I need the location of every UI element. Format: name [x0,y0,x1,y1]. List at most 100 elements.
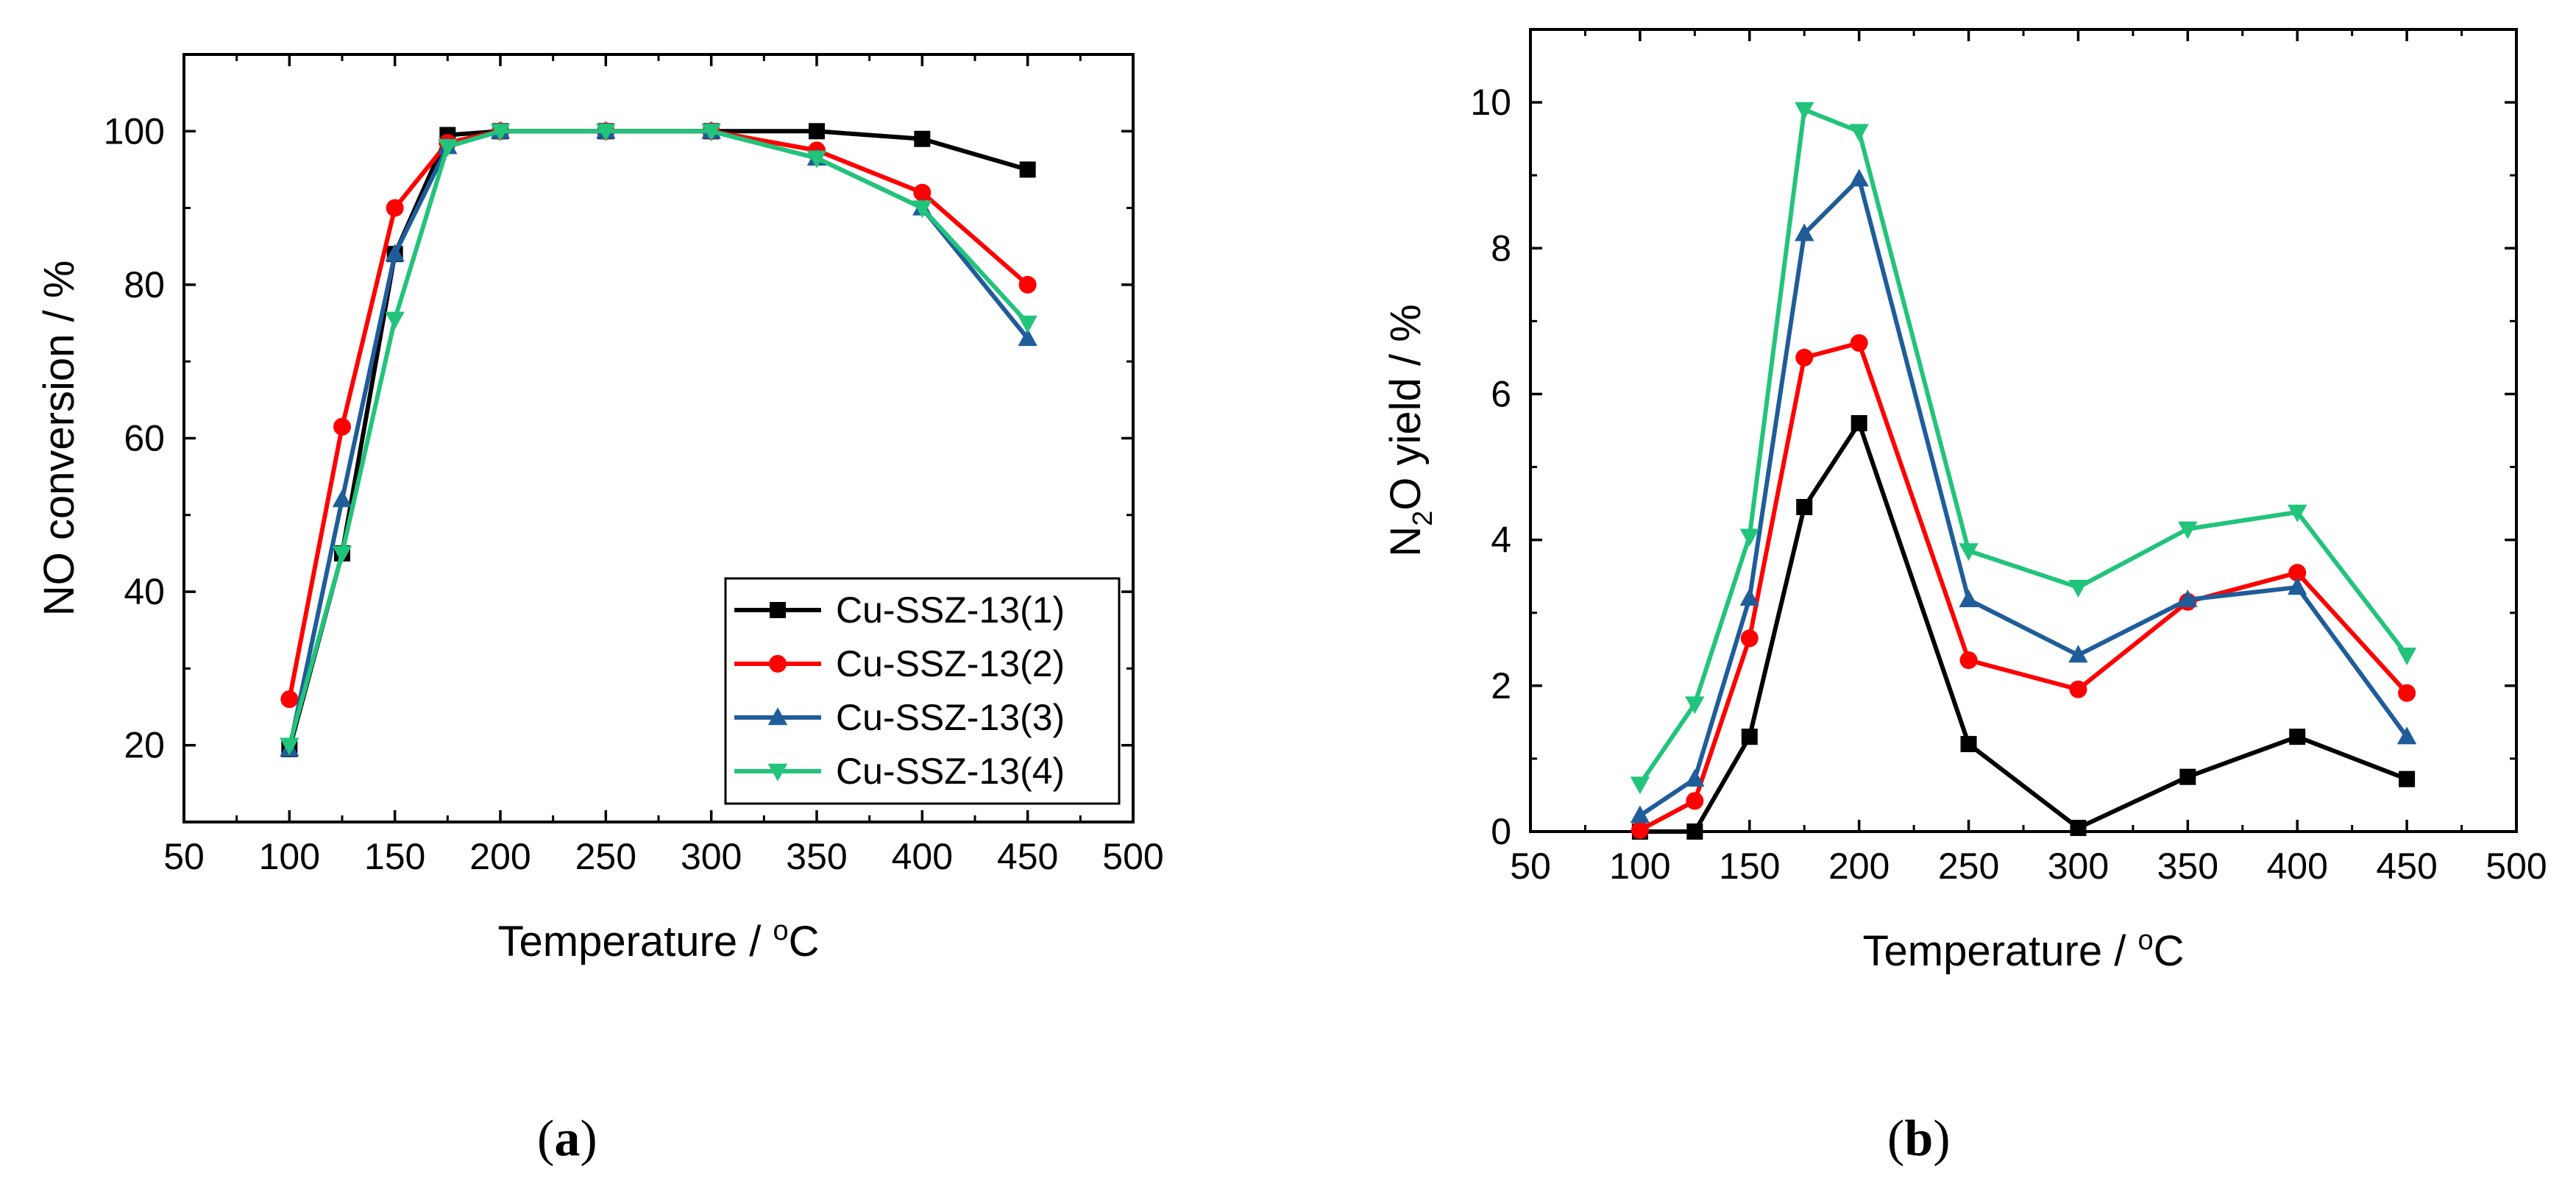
data-point [1019,161,1036,178]
series-line [1639,177,2409,818]
chart-b-n2o-yield: 50 100 150 200 250 300 350 400 450 500 0 2 4 6 8 10 Temp… [1382,28,2547,975]
data-point [1850,334,1868,352]
data-point [1686,792,1704,810]
series-3 [1630,169,2417,823]
series-4 [1630,102,2417,795]
data-point [280,690,299,709]
data-point [2068,579,2088,598]
legend-label: Cu-SSZ-13(3) [836,697,1065,738]
x-axis-label-unit: C [2154,927,2185,975]
x-tick-label: 300 [2048,846,2109,887]
data-point [1795,223,1814,241]
x-tick-label: 200 [1828,846,1890,887]
data-point [1685,696,1705,715]
x-axis-label-unit: C [789,918,820,965]
data-point [1018,315,1037,333]
y-tick-label: 2 [1491,665,1511,706]
x-tick-label: 400 [892,836,953,877]
y-tick-label: 8 [1491,227,1511,269]
y-tick-label: 10 [1470,82,1511,123]
data-point [2068,645,2088,663]
x-tick-label: 250 [575,836,636,877]
data-point [701,124,721,142]
legend-marker [767,707,788,726]
caption-a: (a) [537,1110,597,1167]
data-point [2288,564,2307,582]
plot-frame [1529,28,2518,833]
y-axis-label-rest: O yield / % [1382,304,1430,510]
data-point [914,130,931,147]
data-point [280,737,299,756]
x-tick-label: 450 [2376,846,2437,887]
data-point [1630,776,1650,795]
legend-marker [769,655,787,673]
y-tick-label: 6 [1491,373,1511,414]
x-tick-label: 200 [469,836,531,877]
data-point [2396,648,2417,665]
x-axis-label: Temperature / oC [1863,925,2185,975]
data-point [1685,768,1705,787]
data-point [2178,521,2198,539]
legend-marker [767,763,788,782]
data-point [1018,328,1037,347]
caption-b: (b) [1887,1110,1951,1167]
x-tick-label: 350 [2157,846,2218,887]
data-point [333,417,351,436]
data-point [1018,275,1037,294]
data-point [1959,589,1979,608]
x-axis-label-text: Temperature / [1863,927,2138,975]
data-point [912,200,932,219]
y-axis-label: N2O yield / % [1382,304,1438,556]
data-point [806,150,827,169]
series-line [1639,341,2409,832]
data-point [1959,543,1979,561]
data-point [913,183,932,202]
data-point [2178,589,2198,608]
data-point [1849,169,1869,187]
data-point [1741,729,1758,745]
y-tick-label: 20 [124,725,165,766]
data-point [1960,736,1977,753]
data-point [1631,821,1649,840]
data-point [385,244,405,262]
x-axis-label-degree: o [773,915,788,946]
data-point [1740,629,1759,648]
x-axis-label-degree: o [2137,925,2153,956]
x-tick-label: 100 [1609,846,1670,887]
legend-box [724,577,1121,805]
x-tick-label: 500 [1102,836,1163,877]
data-point [386,199,404,217]
data-point [2399,770,2416,787]
y-tick-label: 40 [124,571,165,612]
legend-label: Cu-SSZ-13(1) [836,589,1065,631]
data-point [1796,499,1813,516]
x-tick-label: 300 [681,836,742,877]
data-point [2289,729,2306,745]
series-line [1638,107,2409,786]
data-point [332,489,352,508]
x-tick-label: 50 [1510,846,1551,887]
x-tick-label: 150 [1719,846,1780,887]
x-tick-label: 350 [786,836,847,877]
x-tick-label: 250 [1938,846,1999,887]
y-tick-label: 60 [124,418,165,459]
legend: Cu-SSZ-13(1) Cu-SSZ-13(2) Cu-SSZ-13(3) Cu-S… [724,577,1121,805]
data-point [2288,577,2307,595]
y-tick-label: 100 [104,110,165,152]
x-tick-label: 500 [2485,846,2547,887]
x-tick-label: 400 [2267,846,2328,887]
x-axis-label: Temperature / oC [498,915,820,965]
data-point [1739,588,1759,606]
data-point [1739,528,1759,547]
legend-label: Cu-SSZ-13(4) [836,751,1065,792]
x-tick-label: 450 [997,836,1058,877]
data-point [1849,124,1869,142]
data-point [385,311,405,330]
y-tick-label: 80 [124,264,165,305]
data-point [1686,823,1703,840]
data-point [1959,651,1978,670]
x-axis-label-text: Temperature / [498,918,773,965]
y-axis-label-text: N [1382,526,1430,557]
data-point [1851,415,1867,432]
chart-a-no-conversion: 50 100 150 200 250 300 350 400 450 500 20 40 60 80 100… [35,53,1164,965]
